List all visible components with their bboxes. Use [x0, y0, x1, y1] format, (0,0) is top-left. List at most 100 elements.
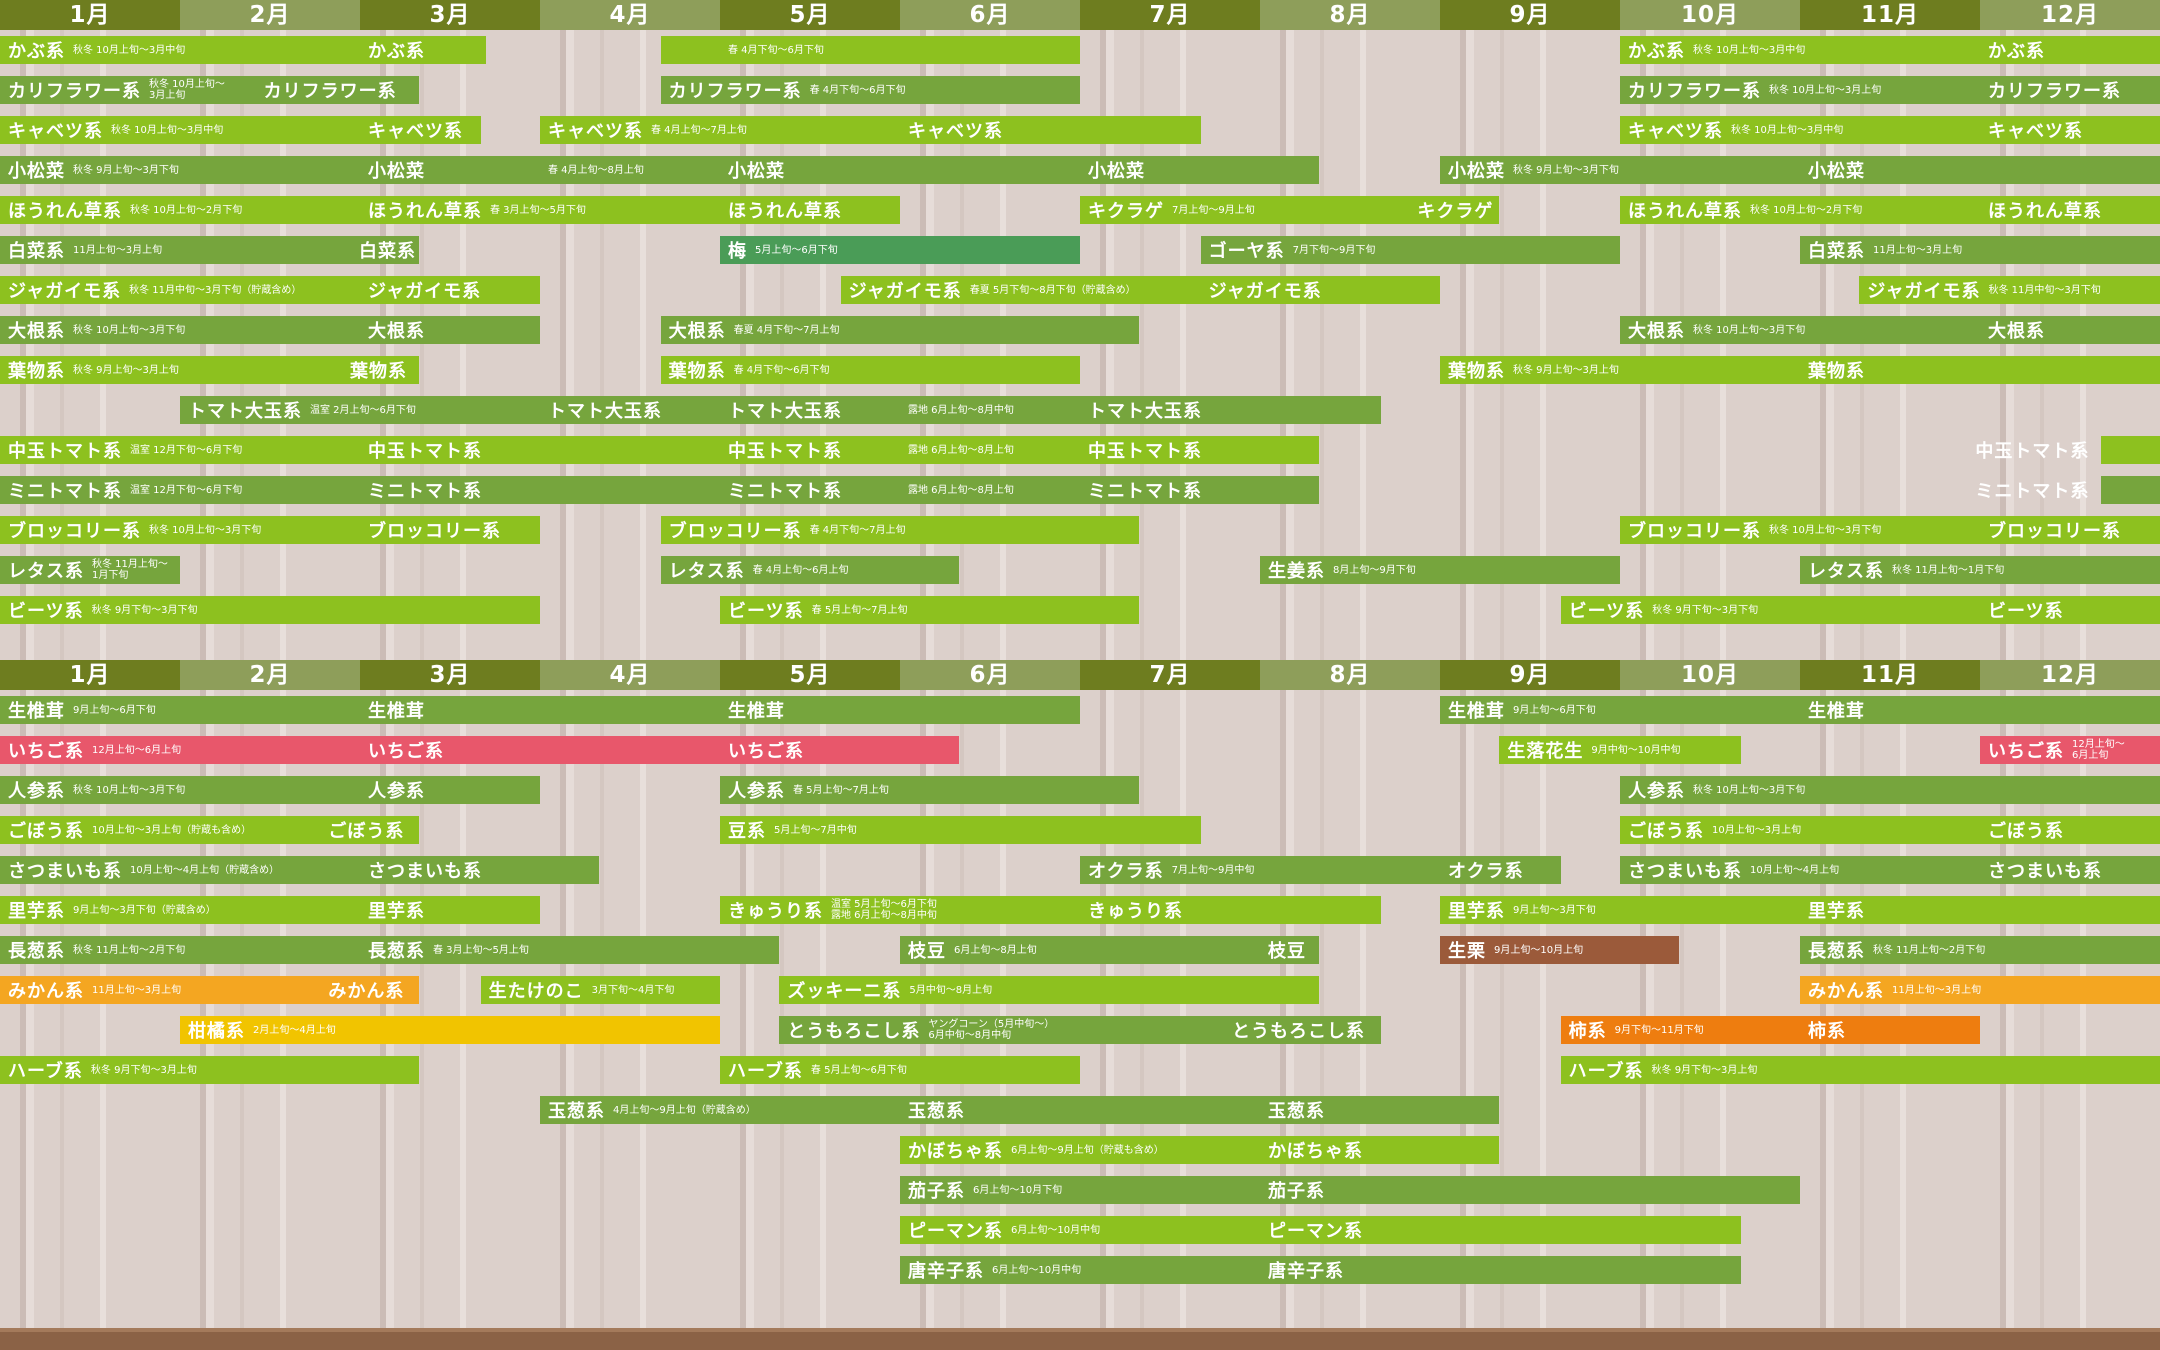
bar-label: 枝豆	[1268, 936, 1306, 964]
bar-label: カリフラワー系 秋冬 10月上旬〜3月上旬	[1628, 76, 1881, 104]
bar-label: ミニトマト系	[368, 476, 482, 504]
bar-label: ミニトマト系 温室 12月下旬〜6月下旬	[8, 476, 242, 504]
vegetable-name: ほうれん草系	[1628, 201, 1742, 222]
bar-label: さつまいも系	[1988, 856, 2102, 884]
vegetable-name: ブロッコリー系	[368, 521, 501, 542]
bar-label: ほうれん草系春 3月上旬〜5月下旬	[368, 196, 586, 224]
harvest-bar	[660, 316, 1140, 344]
bar-label: 生栗 9月上旬〜10月上旬	[1448, 936, 1583, 964]
vegetable-name: 玉葱系	[548, 1101, 605, 1122]
bar-label: かぶ系 秋冬 10月上旬〜3月中旬	[8, 36, 185, 64]
harvest-bar	[1200, 236, 1620, 264]
vegetable-name: みかん系	[328, 981, 405, 1002]
season-note: 9月中旬〜10月中旬	[1591, 744, 1681, 756]
season-note: 6月上旬〜10月下旬	[973, 1184, 1063, 1196]
bar-label: ブロッコリー系 秋冬 10月上旬〜3月下旬	[1628, 516, 1881, 544]
harvest-bar	[1620, 856, 2160, 884]
harvest-bar	[1440, 156, 2160, 184]
season-note: 9月上旬〜3月下旬	[1513, 904, 1596, 916]
bar-label: ブロッコリー系 秋冬 10月上旬〜3月下旬	[8, 516, 261, 544]
bar-label: カリフラワー系春 4月下旬〜6月下旬	[669, 76, 906, 104]
month-header: 2月	[180, 660, 360, 690]
season-note: 10月上旬〜4月上旬（貯蔵含め）	[130, 864, 280, 876]
harvest-bar	[0, 516, 540, 544]
harvest-bar	[1800, 976, 2160, 1004]
harvest-bar	[1620, 36, 2160, 64]
bar-label: 梅 5月上旬〜6月下旬	[728, 236, 838, 264]
season-note: 露地 6月上旬〜8月上旬	[908, 444, 1014, 456]
bar-label: キャベツ系 秋冬 10月上旬〜3月中旬	[8, 116, 223, 144]
bar-label: とうもろこし系	[1232, 1016, 1365, 1044]
month-header: 11月	[1800, 660, 1980, 690]
harvest-bar	[900, 1216, 1741, 1244]
season-note: 秋冬 10月上旬〜3月下旬	[1769, 524, 1882, 536]
bar-label: ジャガイモ系 春夏 5月下旬〜8月下旬（貯蔵含め）	[849, 276, 1136, 304]
season-note: 秋冬 10月上旬〜3月中旬	[1693, 44, 1806, 56]
season-note: 秋冬 11月中旬〜3月下旬（貯蔵含め）	[129, 284, 302, 296]
harvest-bar	[0, 556, 180, 584]
vegetable-name: かぶ系	[1628, 41, 1685, 62]
bar-label: 露地 6月上旬〜8月中旬	[908, 396, 1014, 424]
vegetable-name: さつまいも系	[1628, 861, 1742, 882]
vegetable-name: ミニトマト系	[728, 481, 842, 502]
bar-label: ごぼう系	[328, 816, 404, 844]
bar-label: 生椎茸	[368, 696, 425, 724]
harvest-bar	[660, 356, 1080, 384]
vegetable-name: いちご系	[8, 741, 84, 762]
bar-label: 春 4月下旬〜6月下旬	[728, 36, 824, 64]
vegetable-name: きゅうり系	[728, 901, 823, 922]
vegetable-name: 大根系	[8, 321, 65, 342]
season-note: 12月上旬〜6月上旬	[92, 744, 182, 756]
bar-label: ビーツ系春 5月上旬〜7月上旬	[728, 596, 908, 624]
season-note: 秋冬 11月上旬〜2月下旬	[1873, 944, 1986, 956]
vegetable-name: 生椎茸	[8, 701, 65, 722]
vegetable-name: ミニトマト系	[1975, 481, 2090, 502]
season-note: 温室 12月下旬〜6月下旬	[130, 484, 243, 496]
season-note: 秋冬 11月上旬〜 1月下旬	[92, 559, 168, 581]
bar-label: ミニトマト系	[1975, 476, 2089, 504]
vegetable-name: 生たけのこ	[488, 981, 584, 1002]
vegetable-name: 小松菜	[1088, 161, 1145, 182]
season-note: 春夏 5月下旬〜8月下旬（貯蔵含め）	[969, 284, 1136, 296]
season-note: 秋冬 10月上旬〜3月下旬	[1693, 324, 1806, 336]
vegetable-name: 中玉トマト系	[728, 441, 842, 462]
bar-label: 葉物系	[350, 356, 407, 384]
bar-label: 里芋系 9月上旬〜3月下旬（貯蔵含め）	[8, 896, 216, 924]
month-header: 9月	[1440, 660, 1620, 690]
harvest-bar	[1560, 596, 2160, 624]
bar-label: いちご系 12月上旬〜 6月上旬	[1988, 736, 2125, 764]
vegetable-name: ごぼう系	[8, 821, 84, 842]
vegetable-name: 中玉トマト系	[368, 441, 482, 462]
vegetable-name: ハーブ系	[728, 1061, 803, 1082]
month-header: 12月	[1980, 660, 2160, 690]
bar-label: 枝豆 6月上旬〜8月上旬	[908, 936, 1037, 964]
month-header: 4月	[540, 660, 720, 690]
month-header: 6月	[900, 0, 1080, 30]
season-note: 秋冬 9月下旬〜3月下旬	[1652, 604, 1759, 616]
season-note: 7月上旬〜9月中旬	[1171, 864, 1255, 876]
bar-label: さつまいも系	[368, 856, 482, 884]
season-note: 11月上旬〜3月上旬	[1892, 984, 1982, 996]
bar-label: ほうれん草系	[728, 196, 842, 224]
season-note: 6月上旬〜10月中旬	[992, 1264, 1082, 1276]
vegetable-name: ゴーヤ系	[1208, 241, 1285, 262]
vegetable-name: ほうれん草系	[8, 201, 122, 222]
bar-label: かぶ系 秋冬 10月上旬〜3月中旬	[1628, 36, 1805, 64]
vegetable-name: 人参系	[728, 781, 785, 802]
season-note: 8月上旬〜9月下旬	[1333, 564, 1416, 576]
season-note: 3月下旬〜4月下旬	[591, 984, 675, 996]
vegetable-name: カリフラワー系	[1628, 81, 1761, 102]
bar-label: 唐辛子系 6月上旬〜10月中旬	[908, 1256, 1081, 1284]
harvest-bar	[840, 276, 1440, 304]
vegetable-name: 玉葱系	[1268, 1101, 1325, 1122]
vegetable-name: 里芋系	[1448, 901, 1505, 922]
month-header: 7月	[1080, 660, 1260, 690]
vegetable-name: ブロッコリー系	[1988, 521, 2121, 542]
vegetable-name: かぶ系	[1988, 41, 2045, 62]
season-note: 7月下旬〜9月下旬	[1292, 244, 1376, 256]
bar-label: きゅうり系	[1088, 896, 1183, 924]
harvest-bar	[0, 736, 960, 764]
harvest-bar	[779, 976, 1320, 1004]
bar-label: 生たけのこ 3月下旬〜4月下旬	[489, 976, 675, 1004]
vegetable-name: ごぼう系	[1628, 821, 1704, 842]
